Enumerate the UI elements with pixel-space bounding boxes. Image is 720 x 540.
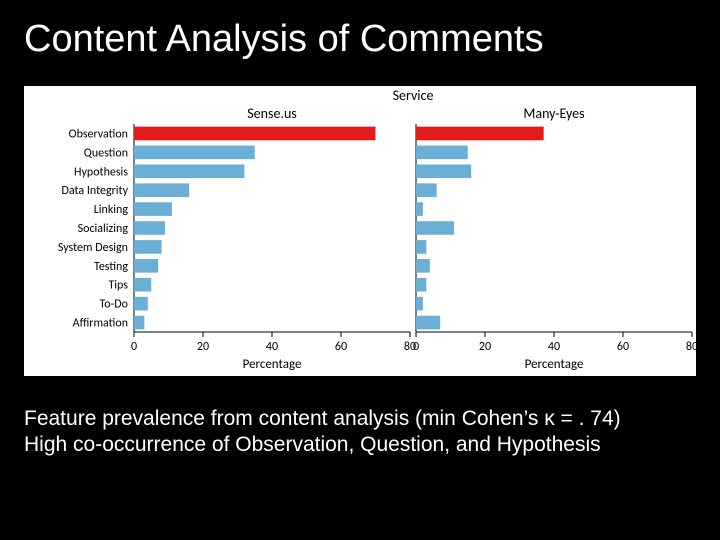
svg-text:60: 60 xyxy=(335,340,347,354)
svg-text:0: 0 xyxy=(131,340,137,354)
svg-text:40: 40 xyxy=(266,340,278,354)
slide-title: Content Analysis of Comments xyxy=(24,18,544,61)
svg-text:Hypothesis: Hypothesis xyxy=(74,165,128,179)
svg-text:Many-Eyes: Many-Eyes xyxy=(523,105,584,122)
svg-text:60: 60 xyxy=(617,340,629,354)
svg-text:Affirmation: Affirmation xyxy=(73,317,128,331)
svg-text:40: 40 xyxy=(548,340,560,354)
svg-text:Data Integrity: Data Integrity xyxy=(62,184,129,198)
svg-text:20: 20 xyxy=(197,340,209,354)
svg-text:Percentage: Percentage xyxy=(243,357,302,372)
svg-text:Sense.us: Sense.us xyxy=(247,105,297,122)
svg-text:20: 20 xyxy=(479,340,491,354)
kappa-symbol: κ xyxy=(544,407,555,430)
svg-text:Question: Question xyxy=(84,146,128,160)
caption: Feature prevalence from content analysis… xyxy=(24,406,696,459)
svg-text:Observation: Observation xyxy=(69,127,128,141)
svg-text:Socializing: Socializing xyxy=(78,222,129,236)
svg-text:System Design: System Design xyxy=(58,241,128,255)
svg-text:80: 80 xyxy=(686,340,696,354)
svg-text:0: 0 xyxy=(413,340,419,354)
svg-text:To-Do: To-Do xyxy=(100,298,129,312)
svg-text:Percentage: Percentage xyxy=(525,357,584,372)
caption-line1b: = . 74) xyxy=(555,407,621,430)
caption-line1a: Feature prevalence from content analysis… xyxy=(24,407,544,430)
svg-text:Linking: Linking xyxy=(94,203,129,217)
chart-svg: Service Sense.us Many-Eyes Observation Quest… xyxy=(24,86,696,376)
caption-line2: High co-occurrence of Observation, Quest… xyxy=(24,432,696,458)
svg-text:Tips: Tips xyxy=(108,279,128,293)
chart-area: Service Sense.us Many-Eyes Observation Quest… xyxy=(24,86,696,376)
slide: Content Analysis of Comments Service Sens… xyxy=(0,0,720,540)
svg-text:Service: Service xyxy=(393,87,434,104)
svg-text:Testing: Testing xyxy=(94,260,128,274)
